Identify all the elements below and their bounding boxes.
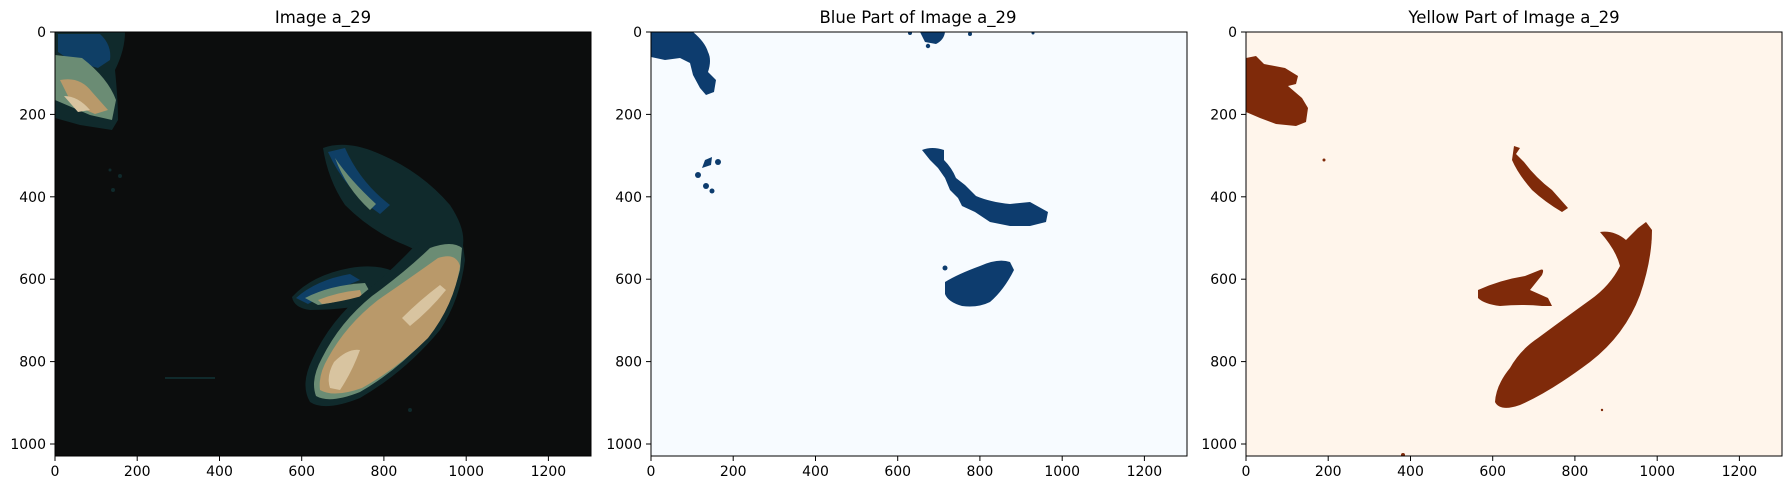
- panel-yellow-y-axis: 0 200 400 600 800 1000: [1201, 25, 1246, 453]
- y-tick-label: 400: [19, 190, 46, 206]
- x-tick-label: 0: [647, 464, 656, 480]
- y-tick-label: 600: [1210, 272, 1237, 288]
- y-tick-label: 1000: [606, 437, 642, 453]
- y-tick-label: 800: [1210, 355, 1237, 371]
- y-tick-label: 0: [633, 25, 642, 41]
- x-tick-label: 800: [371, 464, 398, 480]
- panel-yellow-title: Yellow Part of Image a_29: [1407, 8, 1619, 28]
- panel-image-x-axis: 0 200 400 600 800 1000 1200: [51, 456, 567, 480]
- y-tick-label: 800: [19, 355, 46, 371]
- x-tick-label: 200: [1315, 464, 1342, 480]
- y-tick-label: 600: [615, 272, 642, 288]
- yellow-mask-content: [1246, 32, 1782, 456]
- panel-blue: Blue Part of Image a_29: [606, 8, 1188, 480]
- panel-image-y-axis: 0 200 400 600 800 1000: [10, 25, 55, 453]
- panel-blue-frame: [650, 31, 1188, 457]
- x-tick-label: 200: [720, 464, 747, 480]
- y-tick-label: 200: [19, 107, 46, 123]
- panel-blue-x-axis: 0 200 400 600 800 1000 1200: [647, 456, 1163, 480]
- y-tick-label: 400: [615, 190, 642, 206]
- y-tick-label: 1000: [1201, 437, 1237, 453]
- x-tick-label: 600: [288, 464, 315, 480]
- y-tick-label: 0: [37, 25, 46, 41]
- panel-blue-title: Blue Part of Image a_29: [819, 8, 1016, 28]
- y-tick-label: 600: [19, 272, 46, 288]
- x-tick-label: 1000: [1639, 464, 1675, 480]
- x-tick-label: 1200: [531, 464, 567, 480]
- panel-yellow-frame: [1245, 31, 1783, 457]
- panel-blue-y-axis: 0 200 400 600 800 1000: [606, 25, 651, 453]
- panel-image-title: Image a_29: [275, 8, 371, 28]
- x-tick-label: 600: [1479, 464, 1506, 480]
- y-tick-label: 800: [615, 355, 642, 371]
- panel-image: Image a_29: [10, 8, 592, 480]
- y-tick-label: 0: [1228, 25, 1237, 41]
- x-tick-label: 0: [1242, 464, 1251, 480]
- x-tick-label: 0: [51, 464, 60, 480]
- x-tick-label: 400: [206, 464, 233, 480]
- y-tick-label: 200: [615, 107, 642, 123]
- x-tick-label: 400: [802, 464, 829, 480]
- panel-image-frame: [54, 31, 592, 457]
- y-tick-label: 1000: [10, 437, 46, 453]
- x-tick-label: 800: [967, 464, 994, 480]
- x-tick-label: 1000: [1044, 464, 1080, 480]
- y-tick-label: 400: [1210, 190, 1237, 206]
- panel-yellow-x-axis: 0 200 400 600 800 1000 1200: [1242, 456, 1758, 480]
- image-content: [55, 32, 591, 456]
- x-tick-label: 1200: [1722, 464, 1758, 480]
- blue-mask-content: [651, 32, 1187, 456]
- panel-yellow: Yellow Part of Image a_29 0 200 400 600 …: [1201, 8, 1783, 480]
- x-tick-label: 600: [884, 464, 911, 480]
- x-tick-label: 800: [1562, 464, 1589, 480]
- y-tick-label: 200: [1210, 107, 1237, 123]
- x-tick-label: 400: [1397, 464, 1424, 480]
- x-tick-label: 1200: [1127, 464, 1163, 480]
- x-tick-label: 1000: [448, 464, 484, 480]
- x-tick-label: 200: [124, 464, 151, 480]
